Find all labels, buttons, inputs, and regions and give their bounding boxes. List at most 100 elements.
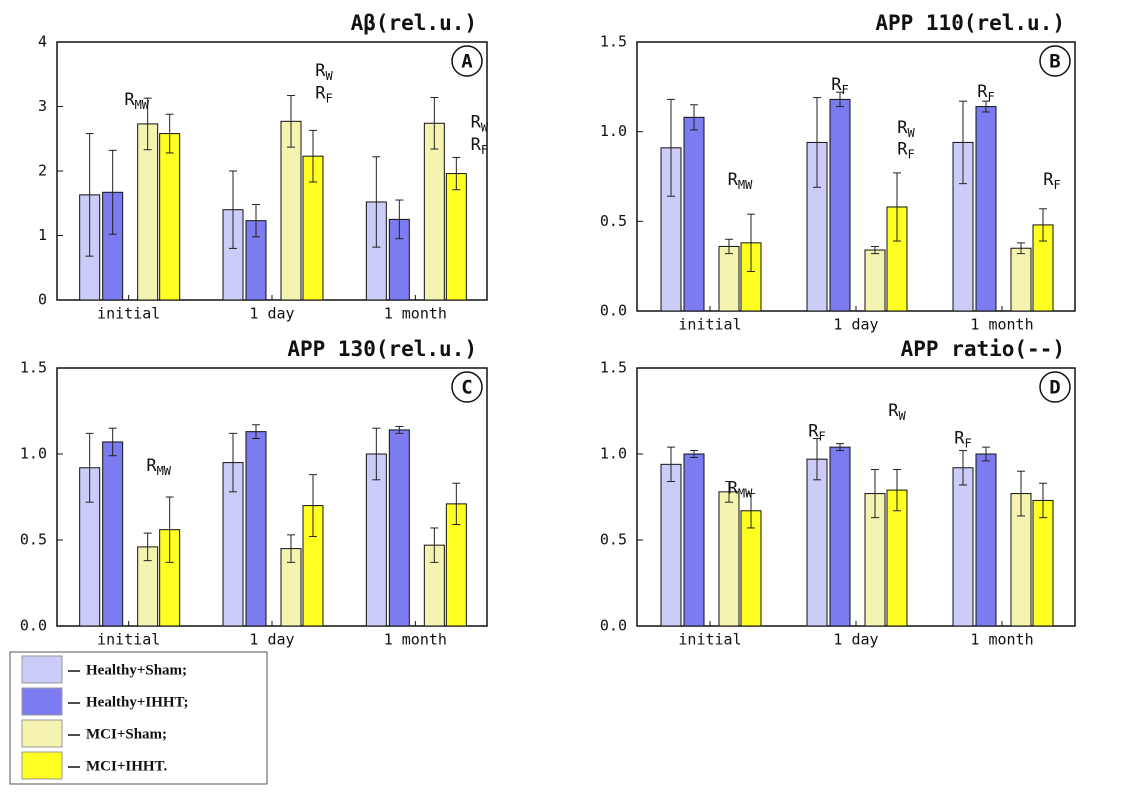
legend-swatch — [21, 655, 63, 684]
legend-swatch — [21, 719, 63, 748]
annotation-base: R — [888, 401, 899, 421]
error-bar — [165, 113, 174, 154]
error-bar — [667, 446, 675, 483]
annotation: RMW — [146, 456, 171, 478]
bar — [829, 446, 851, 627]
bar — [388, 429, 410, 627]
y-tick-label: 2 — [38, 162, 47, 180]
bar — [683, 116, 705, 312]
error-bar — [1017, 470, 1025, 517]
error-bar — [893, 172, 901, 242]
error-bar — [1039, 208, 1047, 242]
error-bar — [1039, 482, 1047, 519]
x-tick-label: 1 month — [384, 631, 447, 649]
legend-swatch — [21, 751, 63, 780]
error-bar — [690, 450, 698, 458]
bar — [683, 453, 705, 627]
error-bar — [836, 91, 844, 108]
y-tick-label: 0 — [38, 291, 47, 309]
error-bar — [108, 149, 117, 235]
annotation: RF — [1043, 170, 1060, 192]
panel-label: A — [461, 51, 473, 73]
annotation-base: R — [1043, 170, 1054, 190]
x-tick-label: initial — [97, 305, 160, 323]
annotation: RF — [808, 422, 825, 444]
error-bar — [309, 129, 317, 183]
annotation-base: R — [897, 118, 908, 138]
error-bar — [452, 482, 461, 526]
bar — [137, 123, 159, 301]
error-bar — [813, 97, 821, 188]
y-tick-label: 4 — [38, 33, 47, 51]
bar — [975, 106, 997, 312]
error-bar — [959, 450, 967, 486]
error-bar — [165, 496, 174, 563]
annotation: RW — [888, 401, 906, 423]
x-tick-label: 1 month — [970, 316, 1033, 334]
x-tick-label: initial — [678, 631, 741, 649]
bar — [445, 173, 467, 301]
bar — [245, 431, 267, 627]
error-bar — [690, 104, 698, 131]
chart-title: APP 130(rel.u.) — [287, 337, 477, 361]
error-bar — [667, 98, 675, 197]
annotation-base: R — [315, 84, 326, 104]
annotation-sub: MW — [135, 98, 150, 112]
y-tick-label: 3 — [38, 97, 47, 115]
annotation-base: R — [124, 90, 135, 110]
error-bar — [85, 432, 94, 503]
panel-badge — [451, 45, 483, 77]
error-bar — [372, 156, 381, 248]
bar — [718, 245, 740, 312]
bar — [660, 463, 682, 627]
error-bar — [982, 446, 990, 462]
error-bar — [372, 427, 381, 481]
x-tick-label: initial — [678, 316, 741, 334]
error-bar — [143, 532, 152, 562]
y-tick-label: 1.0 — [600, 445, 627, 463]
annotation: RF — [954, 429, 971, 451]
legend-label: MCI+Sham; — [86, 726, 167, 742]
annotation: RF — [897, 140, 914, 162]
error-bar — [1017, 242, 1025, 255]
annotation-base: R — [954, 429, 965, 449]
annotation: RF — [471, 135, 488, 157]
error-bar — [287, 95, 295, 148]
error-bar — [747, 493, 755, 529]
bar — [280, 120, 302, 301]
y-tick-label: 1.5 — [600, 359, 627, 377]
annotation-sub: W — [481, 120, 489, 134]
error-bar — [893, 468, 901, 512]
annotation-base: R — [728, 478, 739, 498]
legend-label: MCI+IHHT. — [86, 758, 167, 774]
annotation-base: R — [315, 61, 326, 81]
y-tick-label: 1.5 — [20, 359, 47, 377]
annotation-sub: F — [908, 147, 915, 161]
annotation-base: R — [808, 422, 819, 442]
annotation-base: R — [146, 456, 157, 476]
chart-title: APP 110(rel.u.) — [875, 11, 1065, 35]
error-bar — [85, 133, 94, 257]
annotation: RMW — [728, 478, 753, 500]
error-bar — [229, 170, 237, 249]
error-bar — [143, 97, 152, 151]
y-tick-label: 0.5 — [600, 212, 627, 230]
bar — [952, 467, 974, 627]
bar — [159, 133, 181, 301]
annotation: RMW — [124, 90, 149, 112]
panel-label: C — [461, 377, 472, 399]
bar — [718, 491, 740, 627]
error-bar — [747, 213, 755, 273]
error-bar — [725, 481, 733, 503]
panel-label: B — [1049, 51, 1060, 73]
annotation-sub: F — [965, 436, 972, 450]
y-tick-label: 1.0 — [600, 122, 627, 140]
x-tick-label: 1 month — [970, 631, 1033, 649]
annotation-base: R — [977, 82, 988, 102]
bar — [423, 122, 445, 301]
error-bar — [725, 238, 733, 255]
error-bar — [959, 100, 967, 185]
bar — [1010, 247, 1032, 312]
y-tick-label: 0.5 — [600, 531, 627, 549]
